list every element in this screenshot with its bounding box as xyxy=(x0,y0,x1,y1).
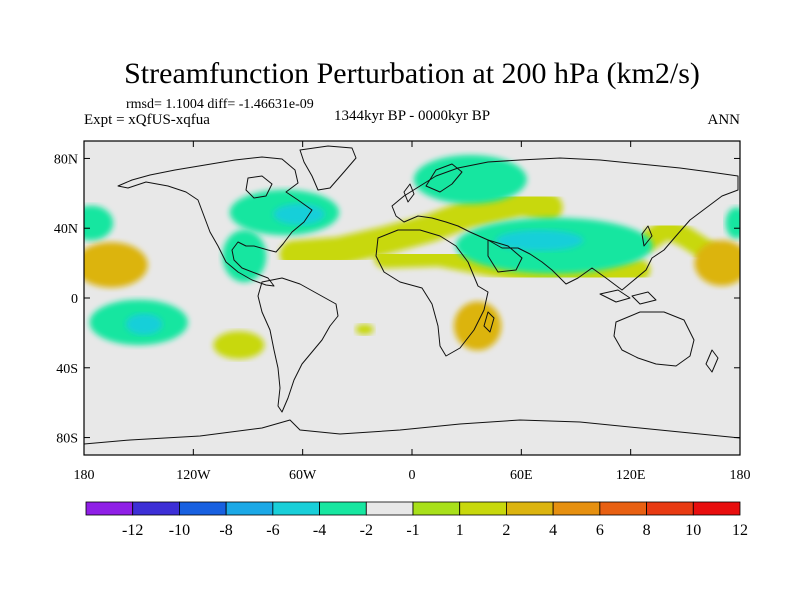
contour-band-pacific-jet-high xyxy=(638,217,724,265)
colorbar-swatch xyxy=(599,501,647,516)
colorbar-swatch xyxy=(412,501,461,516)
x-tick-label: 180 xyxy=(730,468,751,483)
colorbar-swatch xyxy=(225,501,274,516)
season-label: ANN xyxy=(708,112,741,128)
chart-title: Streamfunction Perturbation at 200 hPa (… xyxy=(124,57,700,90)
experiment-label: Expt = xQfUS-xqfua xyxy=(84,112,210,128)
x-tick-label: 0 xyxy=(409,468,416,483)
colorbar-level-label: -10 xyxy=(169,522,190,539)
x-tick-label: 60E xyxy=(510,468,533,483)
colorbar-swatch xyxy=(692,501,741,516)
colorbar-level-label: 10 xyxy=(685,522,701,539)
contour-region-s-pacific-low-core xyxy=(125,313,163,335)
contour-region-e-pacific-high xyxy=(694,240,740,286)
coast-north-america xyxy=(117,156,313,287)
contour-fills xyxy=(84,155,740,360)
colorbar: -12 -10 -8 -6 -4 -2 -1 1 2 4 6 8 10 12 xyxy=(85,501,748,539)
x-tick-label: 120E xyxy=(616,468,646,483)
contour-region-ne-pacific-low xyxy=(725,207,740,239)
x-axis: 180 120W 60W 0 60E 120E 180 xyxy=(74,141,751,483)
colorbar-level-label: 8 xyxy=(643,522,651,539)
colorbar-level-label: 4 xyxy=(549,522,557,539)
colorbar-level-label: -12 xyxy=(122,522,143,539)
coastlines xyxy=(84,145,740,445)
colorbar-level-label: 6 xyxy=(596,522,604,539)
colorbar-swatch xyxy=(319,501,367,516)
contour-region-nw-pacific-low xyxy=(84,205,114,241)
y-tick-label: 40N xyxy=(54,222,78,237)
colorbar-swatch xyxy=(506,501,554,516)
stats-text: rmsd= 1.1004 diff= -1.46631e-09 xyxy=(126,97,314,112)
colorbar-level-label: 1 xyxy=(456,522,464,539)
colorbar-swatch xyxy=(365,501,414,516)
contour-region-asia-low-core xyxy=(495,229,584,251)
coast-antarctica xyxy=(84,419,740,445)
x-tick-label: 120W xyxy=(176,468,211,483)
y-axis: 80N 40N 0 40S 80S xyxy=(54,152,740,447)
colorbar-level-label: 12 xyxy=(732,522,748,539)
colorbar-swatch xyxy=(552,501,601,516)
coast-indonesia xyxy=(599,289,657,305)
contour-region-s-atlantic-high xyxy=(355,324,374,335)
coast-eurasia xyxy=(391,157,739,291)
coast-new-zealand xyxy=(705,349,719,373)
colorbar-swatch xyxy=(179,501,227,516)
x-tick-label: 180 xyxy=(74,468,95,483)
y-tick-label: 80S xyxy=(56,432,78,447)
y-tick-label: 0 xyxy=(71,292,78,307)
colorbar-swatch xyxy=(646,501,694,516)
contour-region-s-indian-low xyxy=(723,331,740,360)
y-tick-label: 40S xyxy=(56,362,78,377)
y-tick-label: 80N xyxy=(54,152,78,167)
coast-arabia xyxy=(487,239,523,273)
colorbar-level-label: -4 xyxy=(313,522,326,539)
colorbar-level-label: 2 xyxy=(502,522,510,539)
period-label: 1344kyr BP - 0000kyr BP xyxy=(334,108,490,124)
colorbar-level-label: -1 xyxy=(406,522,419,539)
coast-japan xyxy=(641,225,653,247)
plot-background xyxy=(84,141,740,455)
colorbar-swatch xyxy=(132,501,180,516)
coast-south-america xyxy=(257,277,339,413)
coast-africa xyxy=(375,229,489,357)
colorbar-swatch xyxy=(85,501,134,516)
contour-region-w-pacific-high xyxy=(84,242,148,288)
contour-region-s-pacific-high xyxy=(213,331,265,360)
colorbar-level-label: -8 xyxy=(219,522,232,539)
x-tick-label: 60W xyxy=(289,468,317,483)
colorbar-swatch xyxy=(459,501,507,516)
contour-region-s-africa-high xyxy=(453,301,502,351)
coast-madagascar xyxy=(483,311,495,333)
contour-region-caribbean-low xyxy=(222,229,267,283)
colorbar-swatch xyxy=(272,501,320,516)
contour-region-n-atlantic-low-core xyxy=(273,203,325,225)
colorbar-level-label: -2 xyxy=(360,522,373,539)
coast-uk xyxy=(403,183,415,203)
coast-scandinavia xyxy=(425,163,463,193)
contour-band-n-atlantic-jet-high xyxy=(279,188,563,269)
coast-australia xyxy=(613,311,695,367)
coast-hudson-bay xyxy=(245,175,273,199)
colorbar-level-label: -6 xyxy=(266,522,279,539)
coast-greenland xyxy=(299,145,357,191)
